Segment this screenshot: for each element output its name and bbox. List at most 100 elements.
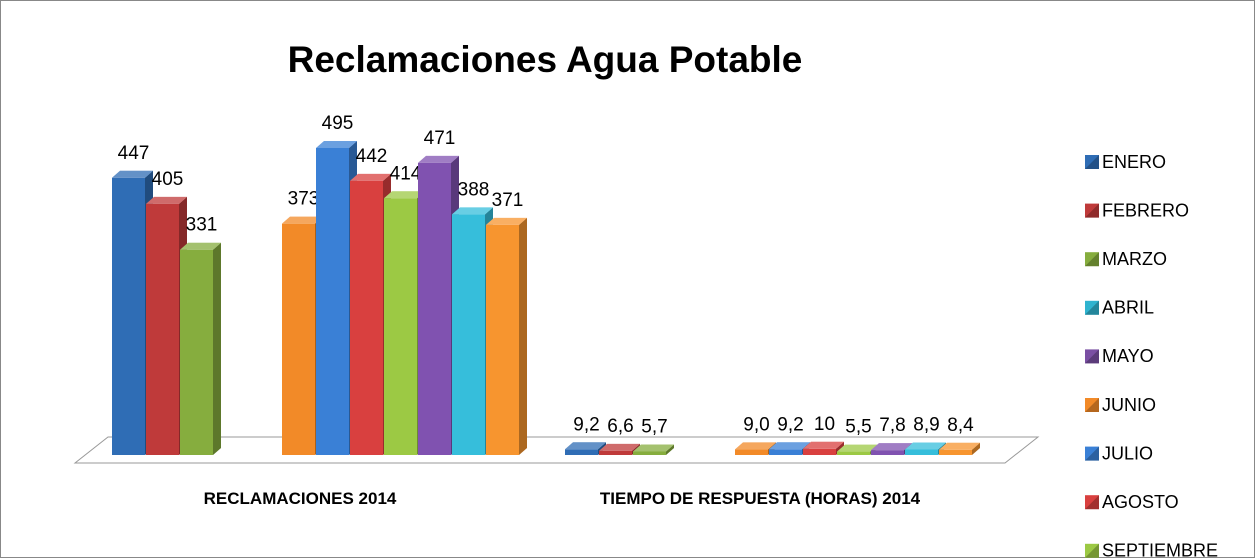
- legend-label: JULIO: [1102, 443, 1153, 463]
- legend-swatch: [1085, 495, 1099, 510]
- legend-label: MARZO: [1102, 249, 1167, 269]
- bar-top: [769, 442, 810, 450]
- data-label: 388: [458, 179, 490, 200]
- legend-swatch: [1085, 349, 1099, 364]
- bar-top: [146, 196, 187, 204]
- bar-top-light: [837, 444, 878, 452]
- legend-label: ABRIL: [1102, 298, 1154, 318]
- legend-label: MAYO: [1102, 346, 1154, 366]
- legend-label: AGOSTO: [1102, 492, 1179, 512]
- bar-top-light: [384, 191, 425, 199]
- bar: [939, 442, 980, 455]
- bar: [180, 242, 221, 455]
- data-label: 9,2: [777, 414, 803, 435]
- bar-front: [565, 449, 598, 455]
- bar-front: [146, 203, 179, 455]
- chart-title: Reclamaciones Agua Potable: [288, 39, 803, 80]
- legend-swatch-shade: [1085, 300, 1099, 315]
- legend-swatch-shade: [1085, 398, 1099, 412]
- data-label: 5,5: [845, 417, 871, 438]
- bar-front: [418, 162, 451, 456]
- bar-top-light: [316, 141, 357, 148]
- data-label: 10: [814, 414, 835, 435]
- bar-side: [519, 217, 527, 455]
- x-tick-label: RECLAMACIONES 2014: [203, 489, 397, 508]
- x-tick-label: TIEMPO DE RESPUESTA (HORAS) 2014: [599, 489, 921, 508]
- bar-front: [316, 148, 349, 455]
- bar-top: [735, 442, 776, 450]
- bar-top: [803, 441, 844, 449]
- bar-front: [180, 249, 213, 455]
- bar-front: [452, 214, 485, 455]
- data-label: 5,7: [641, 416, 667, 437]
- legend-swatch-shade: [1085, 252, 1099, 267]
- bar-front: [769, 449, 802, 455]
- bar-top: [871, 443, 912, 451]
- bar: [486, 217, 527, 455]
- data-label: 414: [390, 163, 422, 184]
- bar-top: [939, 442, 980, 450]
- bar: [633, 444, 674, 455]
- bar-front: [939, 449, 972, 455]
- bar-top-light: [146, 196, 187, 204]
- bar-top-light: [112, 170, 153, 178]
- data-label: 373: [288, 189, 320, 210]
- legend-swatch-shade: [1085, 349, 1099, 364]
- bar-top-light: [418, 155, 459, 163]
- legend-swatch-shade: [1085, 446, 1099, 461]
- bar: [769, 442, 810, 455]
- bar-side-shade: [519, 217, 527, 455]
- bar-side: [666, 444, 674, 455]
- bar-top: [599, 443, 640, 451]
- bar-front: [599, 450, 632, 455]
- data-label: 471: [424, 128, 456, 149]
- legend-swatch-shade: [1085, 543, 1099, 558]
- bar-top: [837, 444, 878, 452]
- legend-swatch: [1085, 446, 1099, 461]
- bar-top-light: [565, 442, 606, 450]
- bar-top: [452, 207, 493, 215]
- data-label: 371: [492, 190, 524, 211]
- data-label: 405: [152, 169, 184, 190]
- data-label: 9,2: [573, 414, 599, 435]
- bar-top-light: [599, 443, 640, 451]
- bar-top-light: [350, 173, 391, 181]
- bar-top: [112, 170, 153, 178]
- legend-swatch: [1085, 252, 1099, 267]
- bar-side-shade: [213, 242, 221, 455]
- legend-swatch: [1085, 543, 1099, 558]
- data-label: 7,8: [879, 415, 905, 436]
- bar-top: [384, 191, 425, 199]
- data-label: 8,4: [947, 415, 974, 436]
- bar-top: [316, 141, 357, 148]
- legend-swatch-shade: [1085, 203, 1099, 218]
- bar-top-light: [905, 442, 946, 450]
- bar-front: [282, 223, 315, 455]
- legend-swatch-shade: [1085, 155, 1099, 169]
- legend-swatch: [1085, 300, 1099, 315]
- legend-swatch-shade: [1085, 495, 1099, 510]
- legend-swatch: [1085, 155, 1099, 169]
- bar-top-light: [769, 442, 810, 450]
- bar-top-light: [939, 442, 980, 450]
- bar-front: [871, 450, 904, 455]
- bar-side-shade: [972, 442, 980, 455]
- bar-top-light: [735, 442, 776, 450]
- data-label: 442: [356, 146, 388, 167]
- bar-side: [213, 242, 221, 455]
- bar-top: [180, 242, 221, 250]
- bar-front: [735, 449, 768, 455]
- bar-top: [633, 444, 674, 452]
- legend-swatch: [1085, 398, 1099, 412]
- bar-front: [112, 177, 145, 455]
- bar-front: [803, 448, 836, 455]
- bar-top-light: [452, 207, 493, 215]
- legend-label: FEBRERO: [1102, 200, 1189, 220]
- bar-top: [282, 216, 323, 224]
- bar-top: [486, 217, 527, 225]
- bar-top: [350, 173, 391, 181]
- bar-top-light: [633, 444, 674, 452]
- bar-top: [418, 155, 459, 163]
